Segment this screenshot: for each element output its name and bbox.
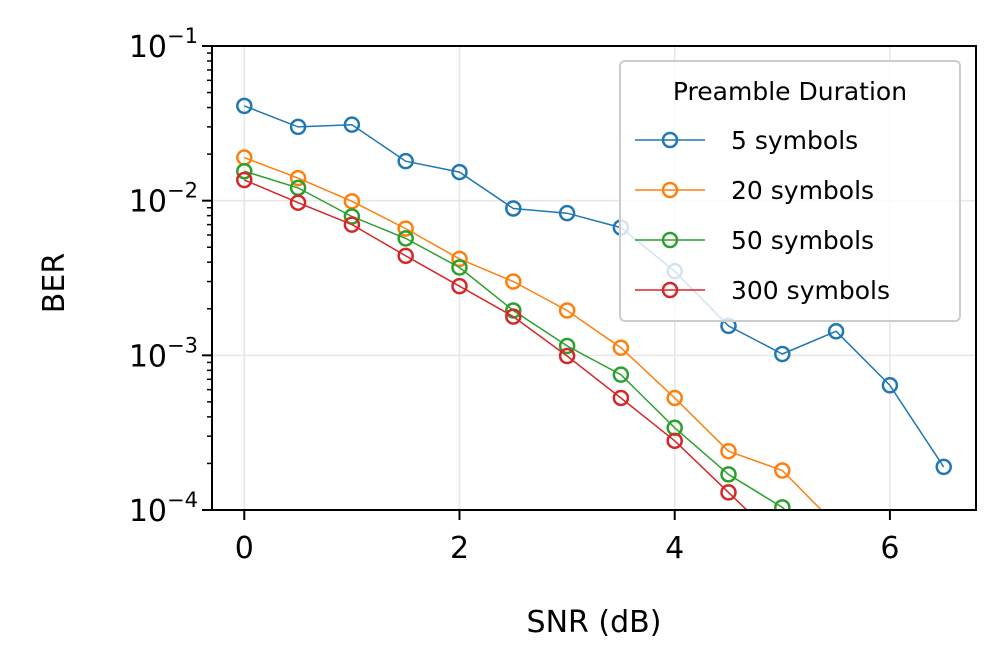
legend-entry: 20 symbols <box>731 176 874 205</box>
legend-marker <box>661 231 679 249</box>
data-point <box>612 366 630 383</box>
legend: Preamble Duration 5 symbols 20 symbols 50 … <box>619 60 961 322</box>
x-tick-label: 6 <box>880 531 899 566</box>
data-point <box>881 377 899 394</box>
data-point <box>720 442 737 460</box>
data-point <box>289 118 307 136</box>
data-point <box>827 323 845 340</box>
data-point <box>720 466 737 483</box>
legend-marker <box>661 131 679 149</box>
x-tick-label: 0 <box>235 531 254 566</box>
data-point <box>397 152 414 170</box>
y-tick-label: 10−2 <box>129 179 198 220</box>
data-point <box>289 194 307 211</box>
data-point <box>774 462 791 479</box>
legend-entry: 5 symbols <box>731 126 858 155</box>
data-point <box>397 230 414 247</box>
series-line <box>244 170 787 510</box>
axes: 0 2 4 6 10−1 10−2 10−3 10−4 <box>129 24 900 566</box>
data-point <box>935 458 952 476</box>
x-tick-label: 4 <box>665 531 684 566</box>
data-point <box>343 116 361 133</box>
x-tick-label: 2 <box>450 531 469 566</box>
data-point <box>558 337 576 355</box>
data-point <box>451 277 468 295</box>
series-line <box>244 179 748 510</box>
plot-frame <box>211 45 977 511</box>
legend-entry: 300 symbols <box>731 276 890 305</box>
legend-marker <box>661 281 679 299</box>
data-point <box>774 345 791 363</box>
data-point <box>451 250 468 268</box>
data-point <box>720 484 737 501</box>
series-line <box>244 105 945 468</box>
legend-box <box>619 60 961 322</box>
data-point <box>612 389 630 407</box>
legend-entry: 50 symbols <box>731 226 874 255</box>
data-point <box>451 163 468 181</box>
data-point <box>505 273 522 290</box>
data-point <box>451 259 468 276</box>
data-point <box>505 200 522 217</box>
y-tick-label: 10−1 <box>129 24 198 65</box>
data-point <box>505 308 522 325</box>
data-point <box>558 302 576 319</box>
data-point <box>236 171 253 189</box>
data-point <box>774 499 791 510</box>
data-point <box>343 216 361 233</box>
data-point <box>236 162 253 180</box>
series-line <box>244 156 823 510</box>
y-axis-label: BER <box>37 253 72 313</box>
data-point <box>558 204 576 222</box>
data-point <box>397 247 414 265</box>
data-point <box>612 339 630 356</box>
data-point <box>289 169 307 187</box>
y-tick-label: 10−4 <box>129 488 198 529</box>
data-point <box>397 220 414 237</box>
data-point <box>236 97 253 115</box>
legend-title: Preamble Duration <box>673 77 907 106</box>
legend-marker <box>661 181 679 199</box>
x-axis-label: SNR (dB) <box>527 605 662 640</box>
data-point <box>558 347 576 365</box>
data-point <box>666 389 683 407</box>
y-tick-label: 10−3 <box>129 333 198 374</box>
data-point <box>666 432 683 450</box>
data-point <box>343 208 361 225</box>
